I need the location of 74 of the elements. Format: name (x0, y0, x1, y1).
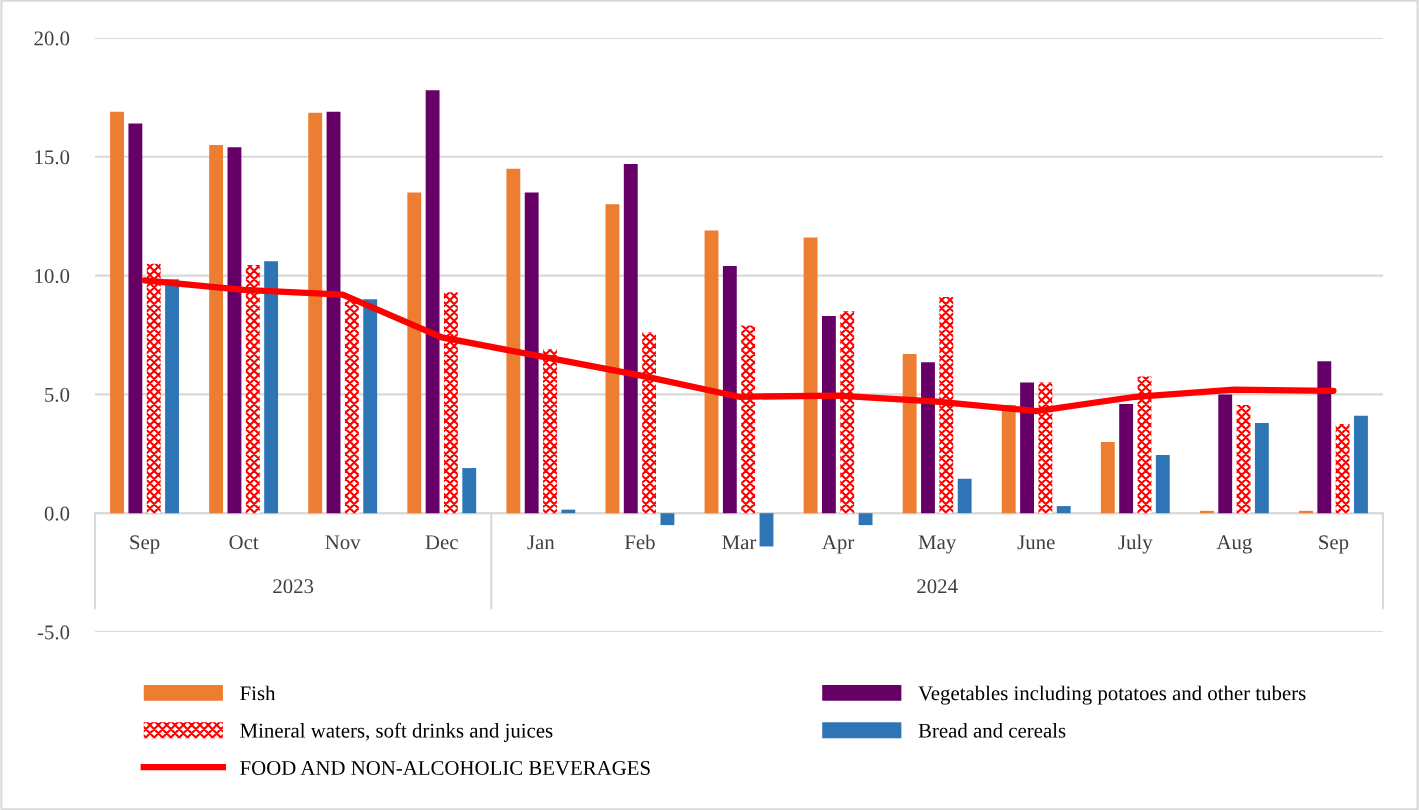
bar (704, 230, 719, 514)
bar (1100, 441, 1115, 514)
x-tick-label: May (918, 535, 957, 554)
bar (128, 123, 143, 514)
bar (1056, 506, 1071, 514)
bar (1001, 405, 1016, 514)
bar (858, 513, 873, 526)
bar (642, 332, 657, 514)
bar (605, 204, 620, 514)
legend-label: Bread and cereals (918, 723, 1066, 738)
bar (1119, 403, 1134, 514)
bar (308, 112, 323, 514)
x-tick-label: Sep (1319, 535, 1349, 554)
legend-label: FOOD AND NON-ALCOHOLIC BEVERAGES (240, 761, 650, 776)
x-tick-label: Jan (527, 535, 555, 550)
bar (660, 513, 675, 526)
bar (1218, 394, 1233, 514)
bar (543, 349, 557, 514)
bar (1354, 415, 1368, 514)
y-tick-label: 15.0 (35, 150, 70, 165)
bar (1020, 382, 1034, 514)
bar (623, 163, 638, 514)
bar (363, 299, 378, 514)
bar (245, 264, 260, 514)
bar (110, 111, 124, 514)
x-tick-label: June (1017, 535, 1055, 550)
bar (759, 513, 774, 547)
y-tick-label: 20.0 (34, 31, 70, 46)
x-tick-label: Nov (325, 535, 361, 550)
bar (1155, 454, 1170, 514)
bar (957, 478, 972, 514)
bar (344, 299, 359, 514)
x-tick-label: Oct (229, 535, 259, 550)
bar (803, 237, 818, 514)
bar (1236, 405, 1251, 514)
annotation: 2023 (273, 579, 314, 594)
bar (821, 315, 836, 514)
bar (506, 168, 521, 514)
bar (264, 261, 279, 514)
bar (209, 144, 224, 514)
x-tick-label: Dec (425, 535, 458, 550)
bar (722, 266, 737, 514)
bar (921, 362, 935, 514)
y-tick-label: -5.0 (37, 625, 70, 640)
bar (902, 354, 917, 514)
bar (407, 192, 422, 514)
x-tick-label: Apr (822, 535, 855, 554)
legend-label: Vegetables including potatoes and other tubers (918, 685, 1306, 705)
y-tick-label: 5.0 (45, 387, 70, 402)
bar (1038, 382, 1053, 514)
bar (425, 90, 440, 514)
bar (1335, 424, 1350, 514)
annotation: 2024 (917, 579, 958, 594)
bar (165, 279, 179, 514)
x-tick-label: July (1118, 534, 1153, 554)
legend-label: Mineral waters, soft drinks and juices (240, 722, 553, 742)
bar (1254, 422, 1269, 514)
bar (326, 111, 341, 514)
y-tick-label: 0.0 (44, 506, 70, 521)
bar (1317, 361, 1332, 514)
bar (462, 468, 477, 514)
legend-label: Fish (240, 685, 276, 701)
bar (227, 147, 242, 514)
x-tick-label: Sep (130, 535, 160, 554)
y-tick-label: 10.0 (35, 268, 70, 284)
bar (524, 192, 539, 514)
x-tick-label: Aug (1216, 535, 1252, 554)
x-tick-label: Feb (624, 534, 655, 550)
bar (840, 311, 855, 514)
bar (741, 325, 756, 514)
x-tick-label: Mar (722, 535, 757, 550)
bar (939, 296, 954, 514)
bar (444, 292, 458, 514)
bar (146, 263, 161, 514)
